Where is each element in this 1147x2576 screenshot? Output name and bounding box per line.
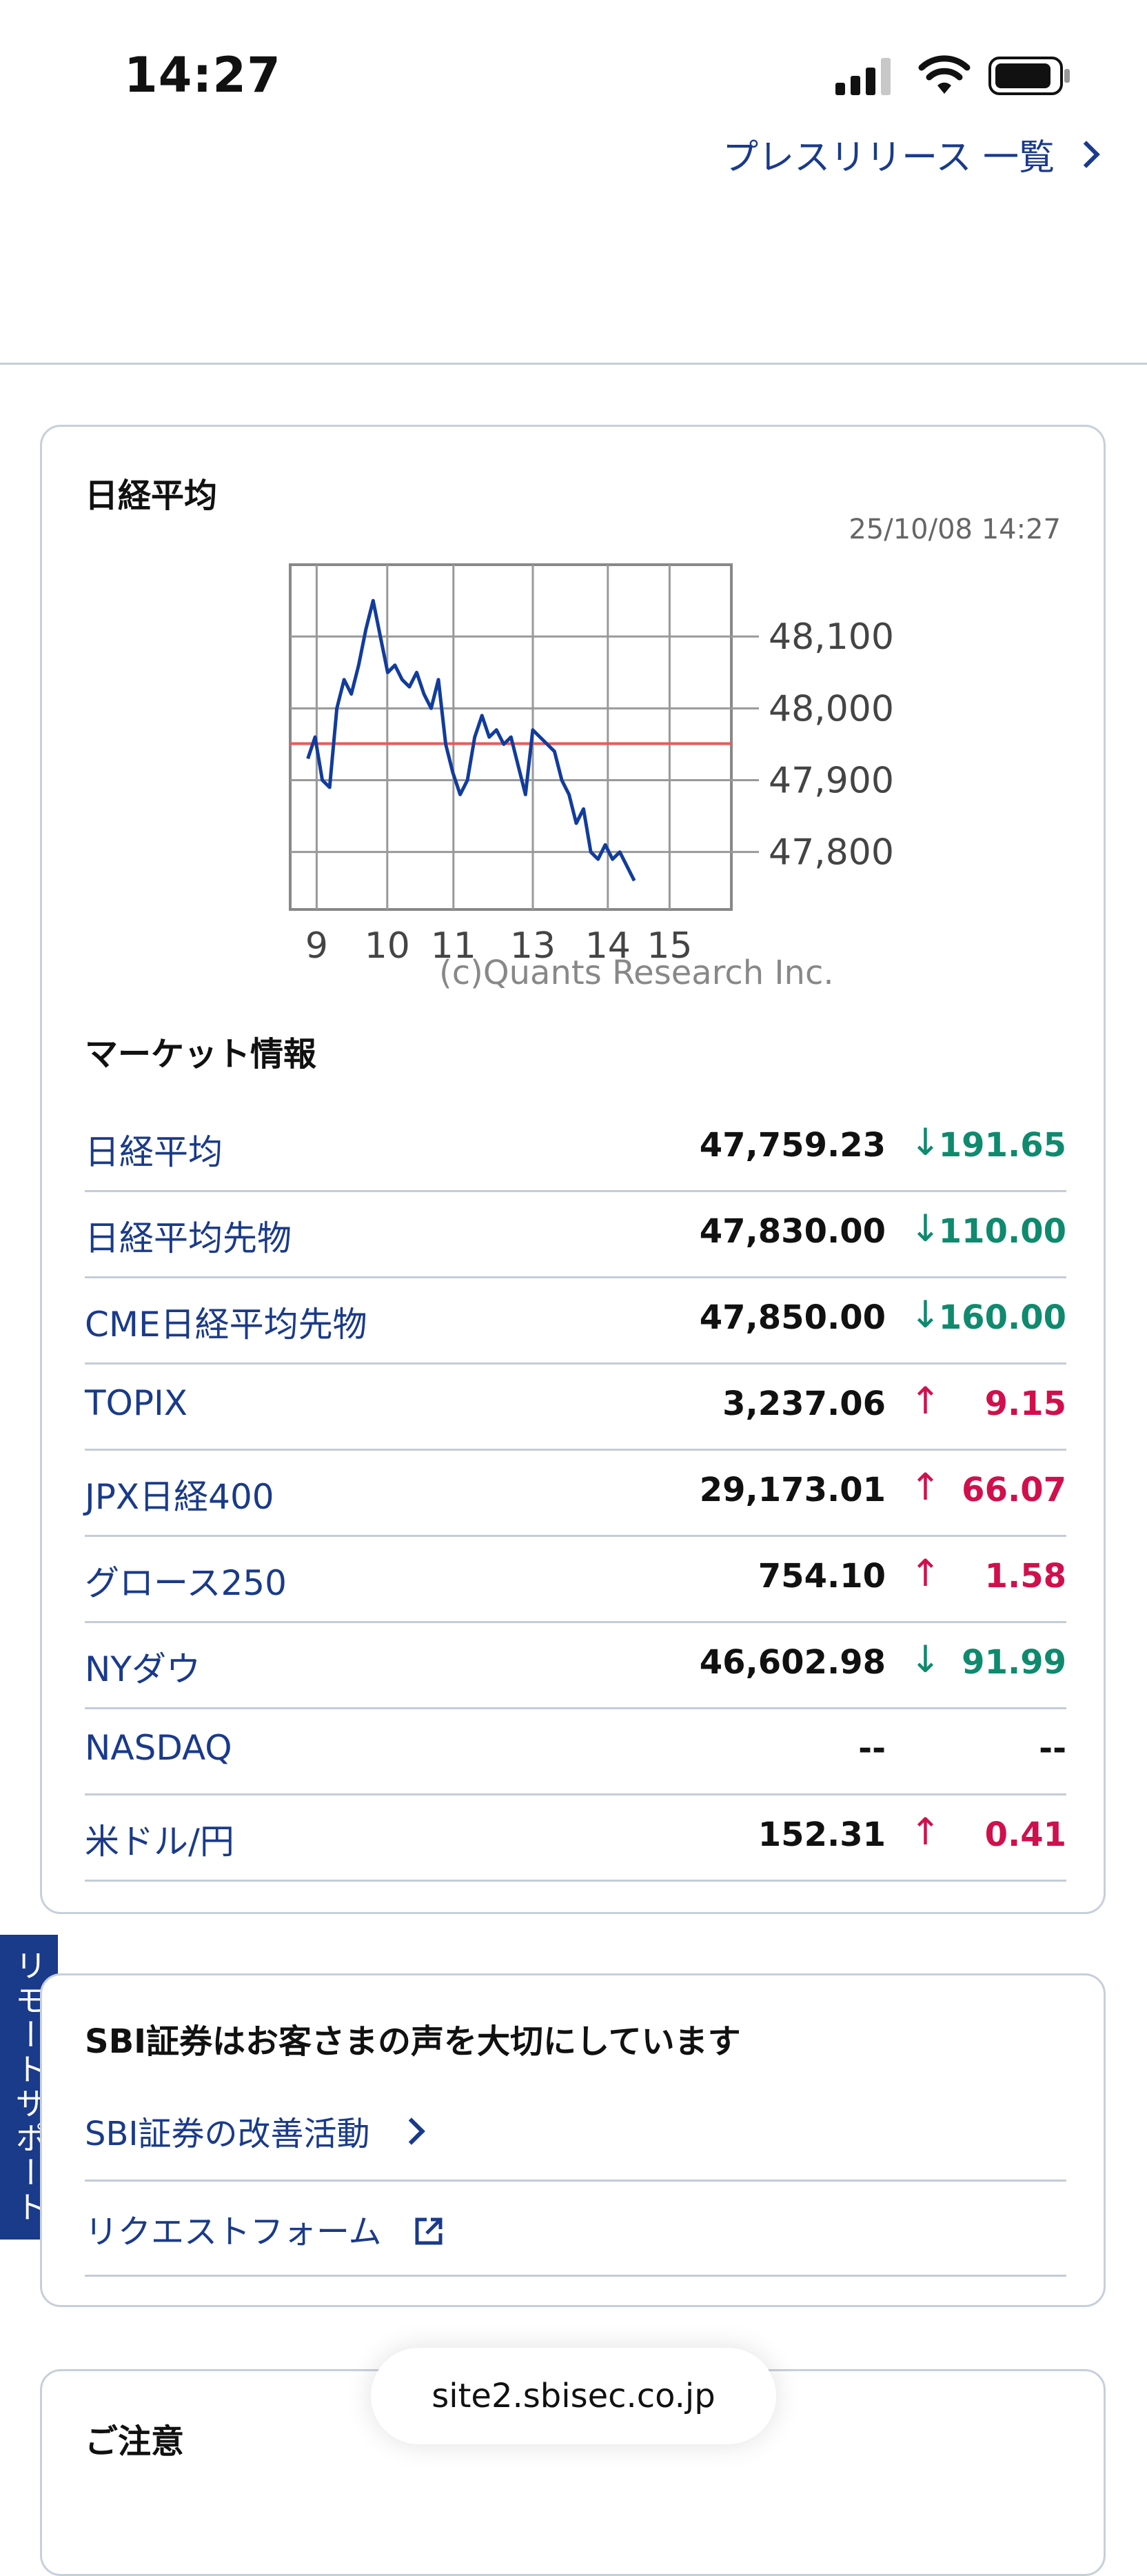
market-row-change: 191.65 xyxy=(938,1126,1066,1165)
section-divider xyxy=(0,363,1147,365)
arrow-up-icon: ↑ xyxy=(909,1551,941,1595)
market-row[interactable]: 日経平均 47,759.23 ↓ 191.65 xyxy=(85,1105,1066,1192)
chart-x-tick-label: 9 xyxy=(305,925,328,967)
arrow-down-icon: ↓ xyxy=(909,1207,941,1250)
market-card: 日経平均 25/10/08 14:27 48,100 48,000 47,900 47… xyxy=(40,425,1106,1914)
chart-x-tick-label: 10 xyxy=(365,925,410,967)
market-row-change: 91.99 xyxy=(962,1643,1066,1682)
chevron-right-icon xyxy=(398,2117,425,2145)
market-row-name[interactable]: 米ドル/円 xyxy=(85,1822,234,1862)
nikkei-chart: 48,100 48,000 47,900 47,800 9 10 11 13 14 15 xyxy=(289,563,894,967)
improvement-link[interactable]: SBI証券の改善活動 xyxy=(85,2091,1066,2182)
signal-icon xyxy=(835,58,891,95)
market-row[interactable]: TOPIX 3,237.06 ↑ 9.15 xyxy=(85,1364,1066,1451)
chart-y-tick-label: 47,900 xyxy=(769,761,894,802)
market-row-change: 160.00 xyxy=(938,1298,1066,1337)
market-row-name[interactable]: NYダウ xyxy=(85,1649,201,1689)
chart-y-tick-label: 48,000 xyxy=(769,688,894,729)
arrow-down-icon: ↓ xyxy=(909,1293,941,1336)
market-row[interactable]: 米ドル/円 152.31 ↑ 0.41 xyxy=(85,1795,1066,1882)
chart-x-tick-label: 15 xyxy=(647,925,692,967)
arrow-down-icon: ↓ xyxy=(909,1120,941,1164)
chart-series-line xyxy=(306,598,636,882)
chart-x-tick-label: 13 xyxy=(510,925,556,967)
market-row-name[interactable]: CME日経平均先物 xyxy=(85,1305,367,1345)
arrow-up-icon: ↑ xyxy=(909,1379,941,1422)
chart-timestamp: 25/10/08 14:27 xyxy=(849,514,1061,545)
market-row-value: -- xyxy=(858,1729,886,1768)
press-release-link[interactable]: プレスリリース 一覧 xyxy=(722,128,1100,180)
nikkei-title: 日経平均 xyxy=(85,476,218,515)
market-row-value: 47,830.00 xyxy=(699,1212,886,1251)
market-row[interactable]: NASDAQ -- -- xyxy=(85,1709,1066,1795)
market-row-value: 29,173.01 xyxy=(699,1471,886,1509)
improvement-link-label: SBI証券の改善活動 xyxy=(85,2115,370,2153)
url-text: site2.sbisec.co.jp xyxy=(432,2377,715,2415)
chevron-right-icon xyxy=(1073,140,1100,168)
market-row-name[interactable]: グロース250 xyxy=(85,1563,287,1603)
market-row-value: 46,602.98 xyxy=(699,1643,886,1682)
chart-y-tick-label: 48,100 xyxy=(769,616,894,658)
chart-y-tick-label: 47,800 xyxy=(769,832,894,874)
market-row-change: 66.07 xyxy=(962,1471,1066,1509)
battery-icon xyxy=(988,57,1070,95)
status-bar: 14:27 xyxy=(0,0,1147,124)
market-row-change: 1.58 xyxy=(984,1557,1066,1596)
chart-x-tick-label: 14 xyxy=(585,925,631,967)
market-row-name[interactable]: 日経平均 xyxy=(85,1132,223,1172)
market-row-value: 47,850.00 xyxy=(699,1298,886,1337)
market-row-name[interactable]: 日経平均先物 xyxy=(85,1218,292,1258)
status-time: 14:27 xyxy=(124,47,281,103)
chart-copyright: (c)Quants Research Inc. xyxy=(439,954,834,992)
request-form-label: リクエストフォーム xyxy=(85,2213,382,2251)
market-row-change: 9.15 xyxy=(984,1385,1066,1423)
market-row[interactable]: CME日経平均先物 47,850.00 ↓ 160.00 xyxy=(85,1278,1066,1365)
external-link-icon xyxy=(415,2217,443,2245)
market-row-value: 152.31 xyxy=(758,1815,886,1854)
press-release-label: プレスリリース 一覧 xyxy=(722,137,1055,179)
arrow-up-icon: ↑ xyxy=(909,1810,941,1853)
market-row-change: 0.41 xyxy=(984,1815,1066,1854)
market-row[interactable]: 日経平均先物 47,830.00 ↓ 110.00 xyxy=(85,1191,1066,1278)
market-row[interactable]: JPX日経400 29,173.01 ↑ 66.07 xyxy=(85,1450,1066,1537)
market-row-value: 3,237.06 xyxy=(722,1385,886,1423)
market-row-change: -- xyxy=(1039,1729,1066,1768)
url-bar[interactable]: site2.sbisec.co.jp xyxy=(371,2348,776,2444)
chart-x-tick-label: 11 xyxy=(431,925,476,967)
market-row-name[interactable]: JPX日経400 xyxy=(85,1477,274,1517)
market-row-name[interactable]: NASDAQ xyxy=(85,1728,232,1768)
request-form-link[interactable]: リクエストフォーム xyxy=(85,2184,1066,2277)
wifi-icon xyxy=(918,55,971,94)
market-info-title: マーケット情報 xyxy=(85,1035,317,1074)
arrow-down-icon: ↓ xyxy=(909,1638,941,1681)
market-row-name[interactable]: TOPIX xyxy=(85,1383,188,1423)
customer-voice-card: SBI証券はお客さまの声を大切にしています SBI証券の改善活動 リクエストフォ… xyxy=(40,1973,1106,2307)
voice-title: SBI証券はお客さまの声を大切にしています xyxy=(85,2022,741,2061)
market-row-change: 110.00 xyxy=(938,1212,1066,1251)
arrow-up-icon: ↑ xyxy=(909,1465,941,1509)
notice-title: ご注意 xyxy=(85,2422,185,2461)
market-row-value: 754.10 xyxy=(758,1557,886,1596)
market-row[interactable]: NYダウ 46,602.98 ↓ 91.99 xyxy=(85,1622,1066,1709)
market-row-value: 47,759.23 xyxy=(699,1126,886,1165)
market-row[interactable]: グロース250 754.10 ↑ 1.58 xyxy=(85,1536,1066,1623)
